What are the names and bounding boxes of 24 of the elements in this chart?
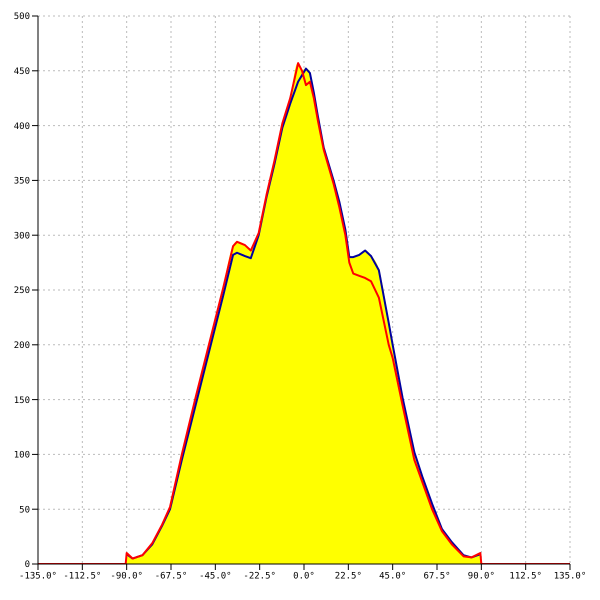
x-tick-label: -45.0°	[199, 571, 232, 582]
y-tick-label: 0	[24, 560, 30, 570]
x-tick-label: -112.5°	[63, 571, 102, 582]
y-tick-label: 450	[14, 66, 30, 77]
y-tick-label: 50	[19, 505, 30, 516]
x-tick-label: 135.0°	[554, 571, 586, 582]
y-tick-label: 250	[14, 286, 30, 296]
x-tick-label: -22.5°	[243, 571, 276, 582]
y-tick-label: 400	[14, 122, 30, 132]
y-tick-label: 350	[14, 176, 30, 187]
x-tick-label: -67.5°	[154, 571, 188, 582]
x-tick-label: -135.0°	[19, 571, 57, 582]
x-tick-label: 90.0°	[468, 571, 495, 582]
y-tick-label: 200	[14, 340, 30, 351]
x-tick-label: 0.0°	[293, 571, 315, 582]
x-tick-label: 22.5°	[334, 571, 362, 582]
y-tick-label: 300	[14, 231, 30, 242]
y-tick-label: 150	[14, 396, 30, 406]
y-tick-label: 100	[14, 450, 30, 461]
x-tick-label: -90.0°	[110, 571, 143, 582]
x-tick-label: 45.0°	[379, 571, 406, 582]
y-tick-label: 500	[14, 12, 30, 22]
x-tick-label: 112.5°	[509, 571, 542, 582]
x-tick-label: 67.5°	[423, 571, 451, 582]
